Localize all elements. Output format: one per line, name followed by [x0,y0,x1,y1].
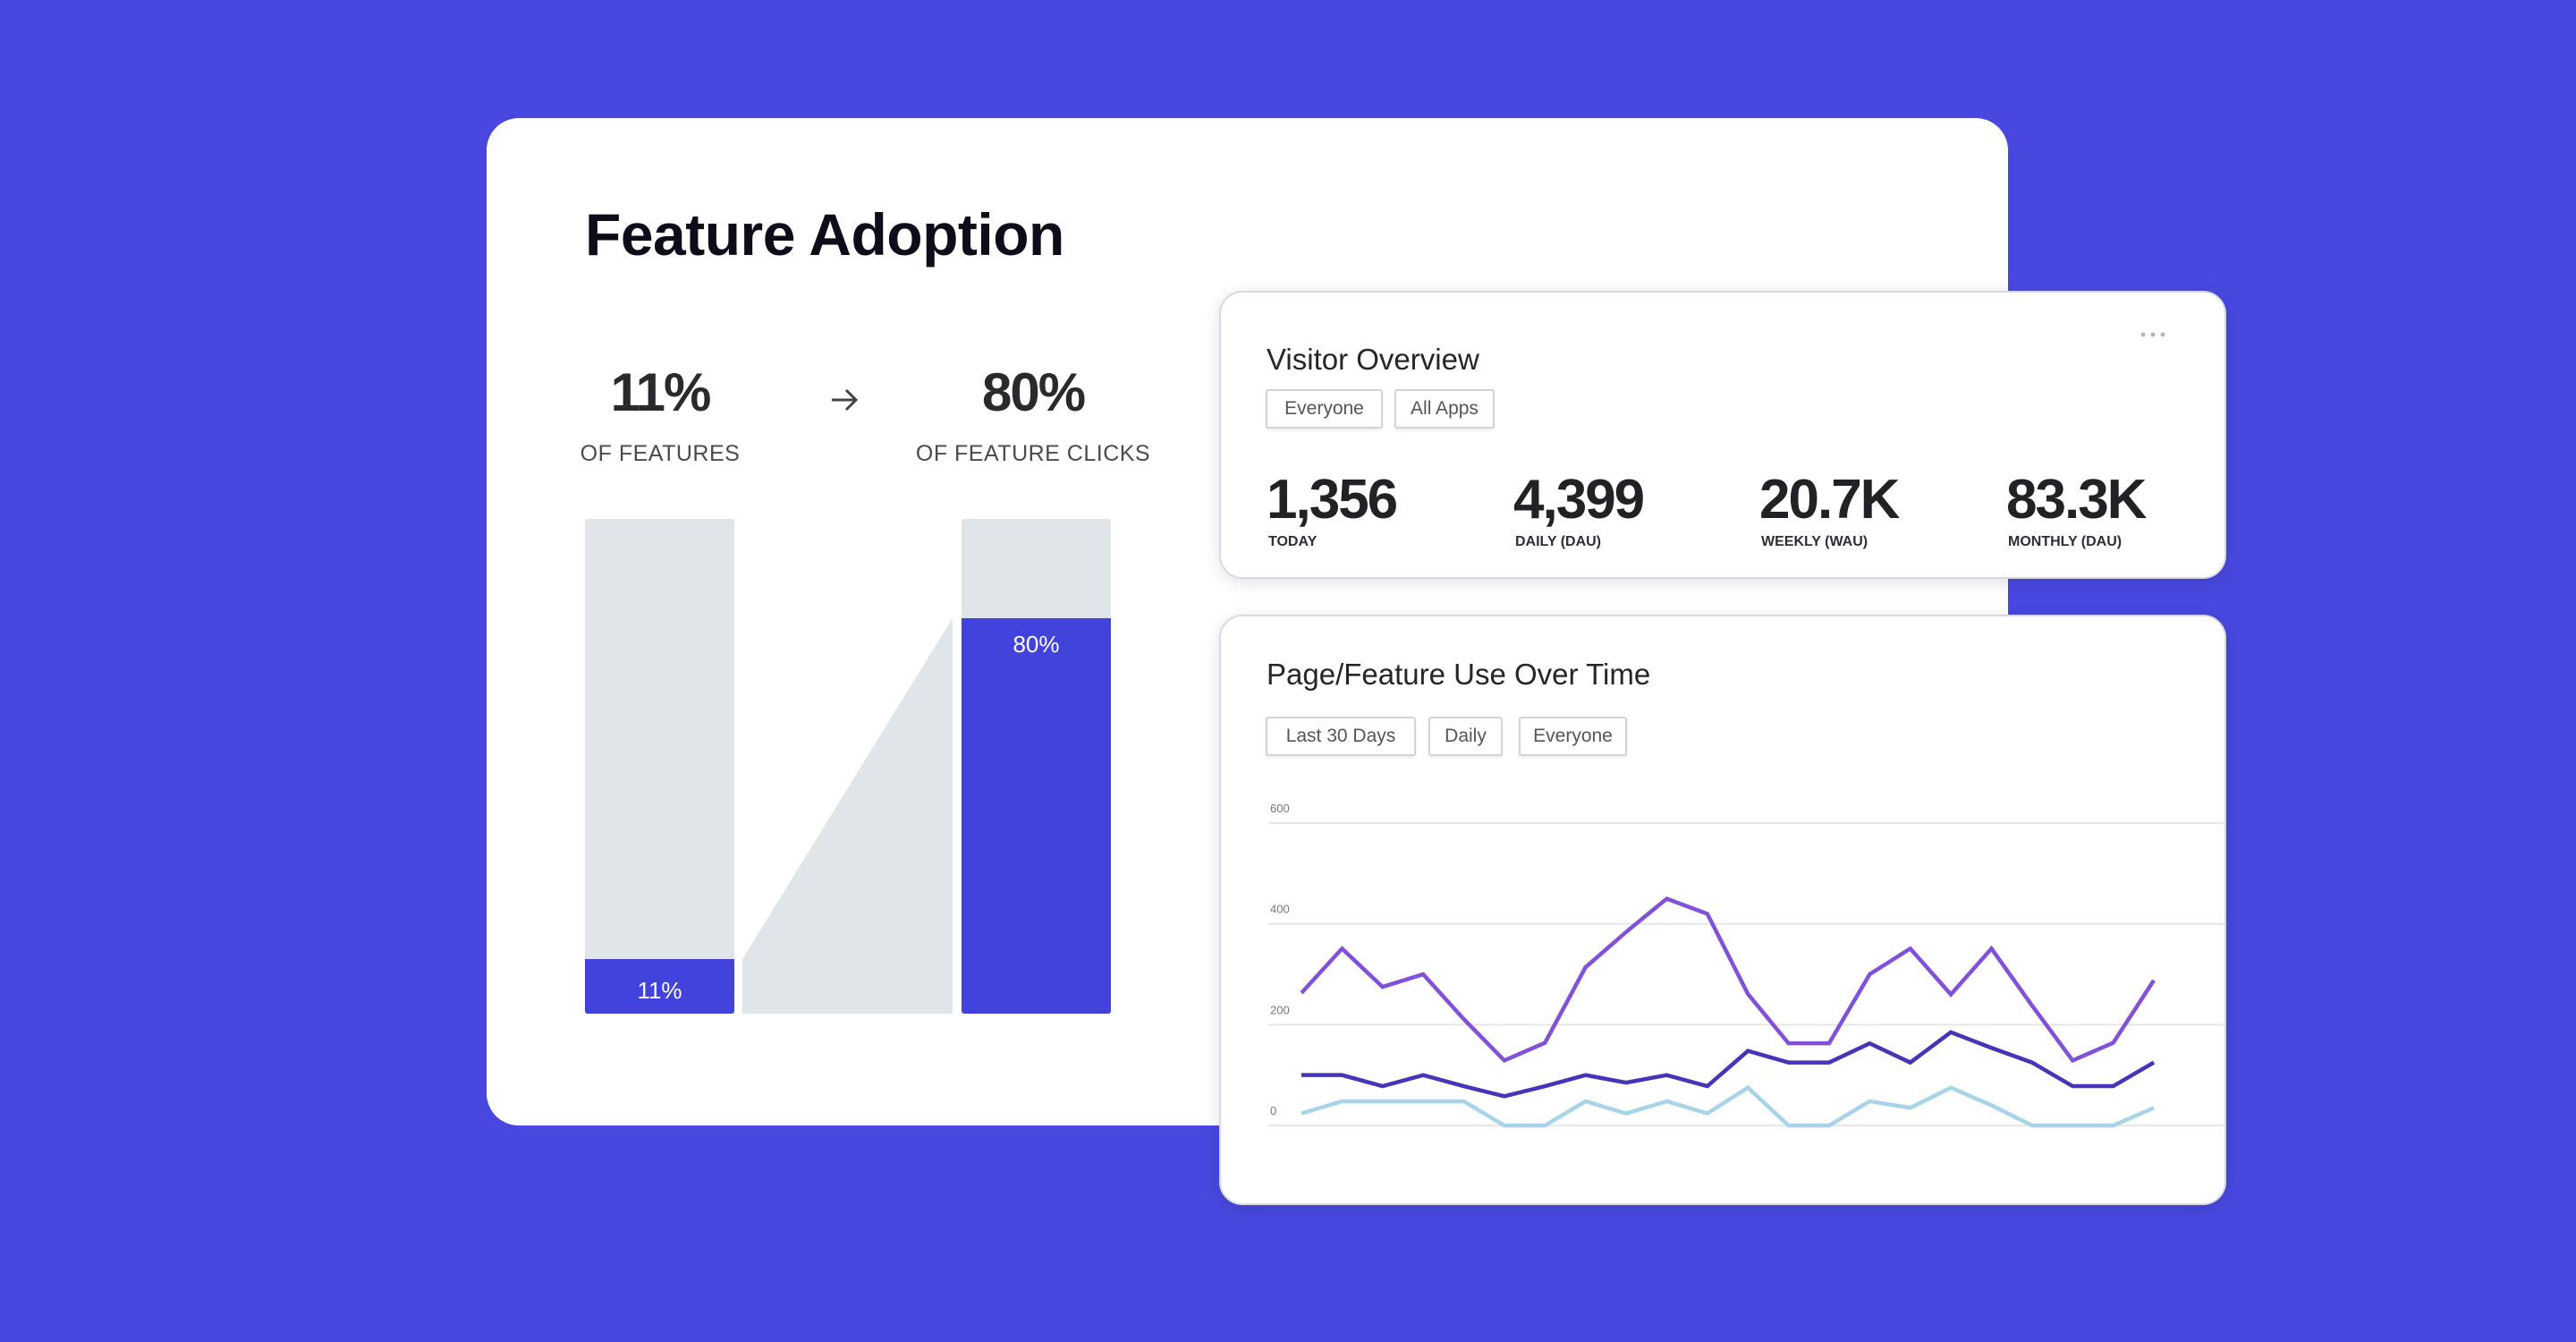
metric-daily-value: 4,399 [1513,469,1645,531]
clicks-percent: 80% [981,362,1086,422]
features-percent: 11% [610,362,712,422]
metric-today-value: 1,356 [1267,469,1398,531]
features-bar: 11% [585,519,734,1014]
metric-today-label: TODAY [1268,534,1318,549]
filter-everyone[interactable]: Everyone [1266,389,1383,429]
clicks-bar-label: 80% [1013,630,1060,658]
metric-monthly-value: 83.3K [2006,469,2147,531]
filter-everyone[interactable]: Everyone [1519,717,1627,756]
filter-all-apps[interactable]: All Apps [1394,389,1495,429]
usage-title: Page/Feature Use Over Time [1267,658,1651,691]
y-tick-label: 200 [1270,1003,1290,1016]
clicks-bar-fill: 80% [962,617,1111,1014]
y-tick-label: 0 [1270,1104,1276,1117]
metric-daily-label: DAILY (DAU) [1515,534,1602,549]
features-bar-fill: 11% [585,959,734,1014]
clicks-bar: 80% [962,519,1111,1014]
y-tick-label: 600 [1270,802,1290,815]
filter-last-30-days[interactable]: Last 30 Days [1266,717,1416,756]
series-line-3 [1301,1084,2155,1128]
features-label: OF FEATURES [580,441,741,466]
more-horizontal-icon[interactable] [2139,328,2169,339]
visitor-overview-title: Visitor Overview [1267,343,1479,376]
features-bar-label: 11% [637,977,682,1005]
usage-over-time-card: Page/Feature Use Over Time Last 30 Days … [1219,615,2226,1205]
series-line-1 [1300,896,2156,1064]
arrow-right-icon [826,382,862,418]
page-title: Feature Adoption [585,201,1064,268]
metric-weekly-value: 20.7K [1759,469,1900,531]
series-line-2 [1301,1030,2156,1099]
metric-weekly-label: WEEKLY (WAU) [1761,534,1868,549]
connector-shape [742,617,953,1014]
visitor-overview-card: Visitor Overview Everyone All Apps 1,356… [1219,291,2226,579]
clicks-label: OF FEATURE CLICKS [915,441,1151,466]
usage-line-chart: 600 400 200 0 [1268,802,2224,1128]
filter-daily[interactable]: Daily [1428,717,1503,756]
y-tick-label: 400 [1270,903,1290,916]
metric-monthly-label: MONTHLY (DAU) [2008,534,2123,549]
